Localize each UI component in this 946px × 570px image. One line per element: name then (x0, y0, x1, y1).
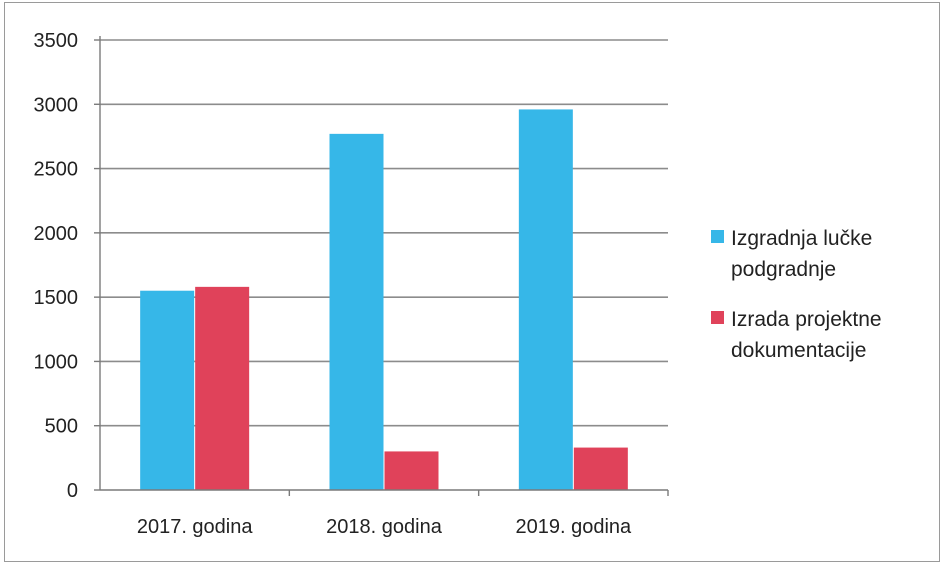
legend-label-series-2-line-1: Izrada projektne (731, 308, 882, 331)
grid-lines (100, 39, 668, 427)
bar-series-2-3 (573, 447, 628, 490)
bar-series-1-2 (329, 133, 384, 490)
y-tick-label-3500: 3500 (34, 30, 79, 52)
legend-swatch-series-1 (711, 230, 724, 243)
legend-label-series-1-line-1: Izgradnja lučke (731, 227, 872, 250)
y-tick-label-2000: 2000 (34, 223, 79, 245)
bar-series-1-3 (518, 109, 573, 490)
x-tick-label-1: 2017. godina (137, 516, 254, 538)
bar-series-2-1 (195, 286, 250, 490)
y-axis: 0 500 1000 1500 2000 2500 3000 3500 (34, 30, 101, 502)
y-tick-label-500: 500 (45, 416, 78, 438)
y-tick-label-1000: 1000 (34, 351, 79, 373)
bar-series-2-2 (384, 451, 439, 490)
x-tick-label-3: 2019. godina (515, 516, 632, 538)
legend-label-series-1-line-2: podgradnje (731, 258, 836, 281)
y-tick-label-3000: 3000 (34, 94, 79, 116)
y-tick-label-1500: 1500 (34, 287, 79, 309)
legend: Izgradnja lučke podgradnje Izrada projek… (711, 227, 882, 362)
y-tick-label-0: 0 (67, 480, 78, 502)
x-tick-label-2: 2018. godina (326, 516, 443, 538)
bars (140, 109, 628, 490)
legend-label-series-2-line-2: dokumentacije (731, 339, 866, 362)
legend-swatch-series-2 (711, 311, 724, 324)
bar-series-1-1 (140, 290, 195, 490)
x-axis: 2017. godina 2018. godina 2019. godina (100, 489, 669, 538)
y-tick-label-2500: 2500 (34, 159, 79, 181)
